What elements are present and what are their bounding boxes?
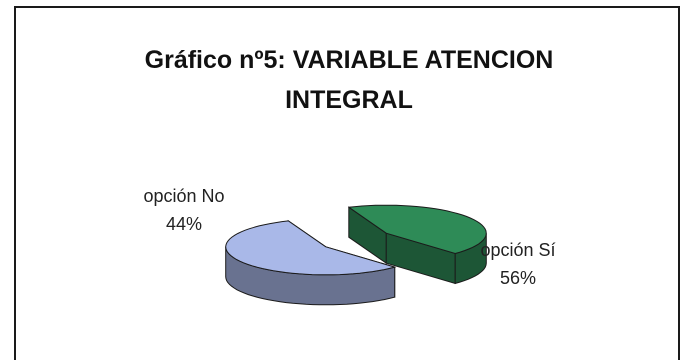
slice-label-no: opción No — [143, 186, 224, 206]
pie-slice-si — [225, 219, 396, 306]
slice-percent-no: 44% — [166, 214, 202, 234]
chart-title-line-1: Gráfico nº5: VARIABLE ATENCION — [144, 46, 554, 74]
chart-frame: Gráfico nº5: VARIABLE ATENCION INTEGRAL … — [14, 6, 680, 360]
pie-slice-no — [348, 204, 487, 285]
chart-title: Gráfico nº5: VARIABLE ATENCION INTEGRAL — [16, 40, 682, 120]
slice-percent-si: 56% — [500, 268, 536, 288]
chart-title-line-2: INTEGRAL — [285, 86, 413, 114]
pie-chart: opción No 44% opción Sí 56% — [143, 186, 556, 306]
slice-label-si: opción Sí — [480, 240, 555, 260]
